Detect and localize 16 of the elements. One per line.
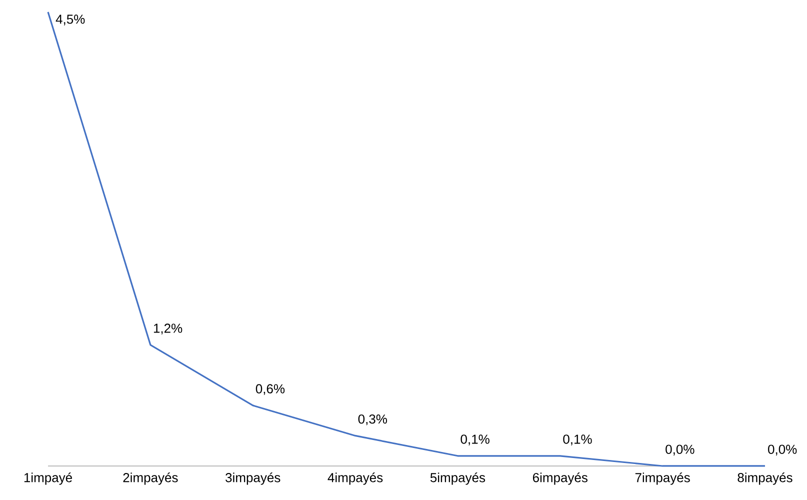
data-label: 1,2% xyxy=(154,324,182,334)
data-label: 0,3% xyxy=(358,414,387,426)
data-label: 4,5% xyxy=(56,14,85,26)
data-label: 0,1% xyxy=(563,434,592,446)
x-tick-label: 5impayés xyxy=(430,472,486,485)
data-label: 0,6% xyxy=(256,384,285,395)
x-tick-label: 6impayés xyxy=(532,472,588,485)
x-tick-label: 1impayé xyxy=(24,472,72,485)
x-tick-label: 8impayés xyxy=(738,472,792,485)
x-tick-label: 7impayés xyxy=(635,472,690,485)
x-tick-label: 2impayés xyxy=(123,472,178,485)
data-label: 0,0% xyxy=(666,444,694,456)
x-tick-label: 4impayés xyxy=(328,472,383,485)
x-tick-label: 3impayés xyxy=(226,472,280,485)
data-label: 0,1% xyxy=(460,434,490,446)
data-label: 0,0% xyxy=(768,444,797,456)
